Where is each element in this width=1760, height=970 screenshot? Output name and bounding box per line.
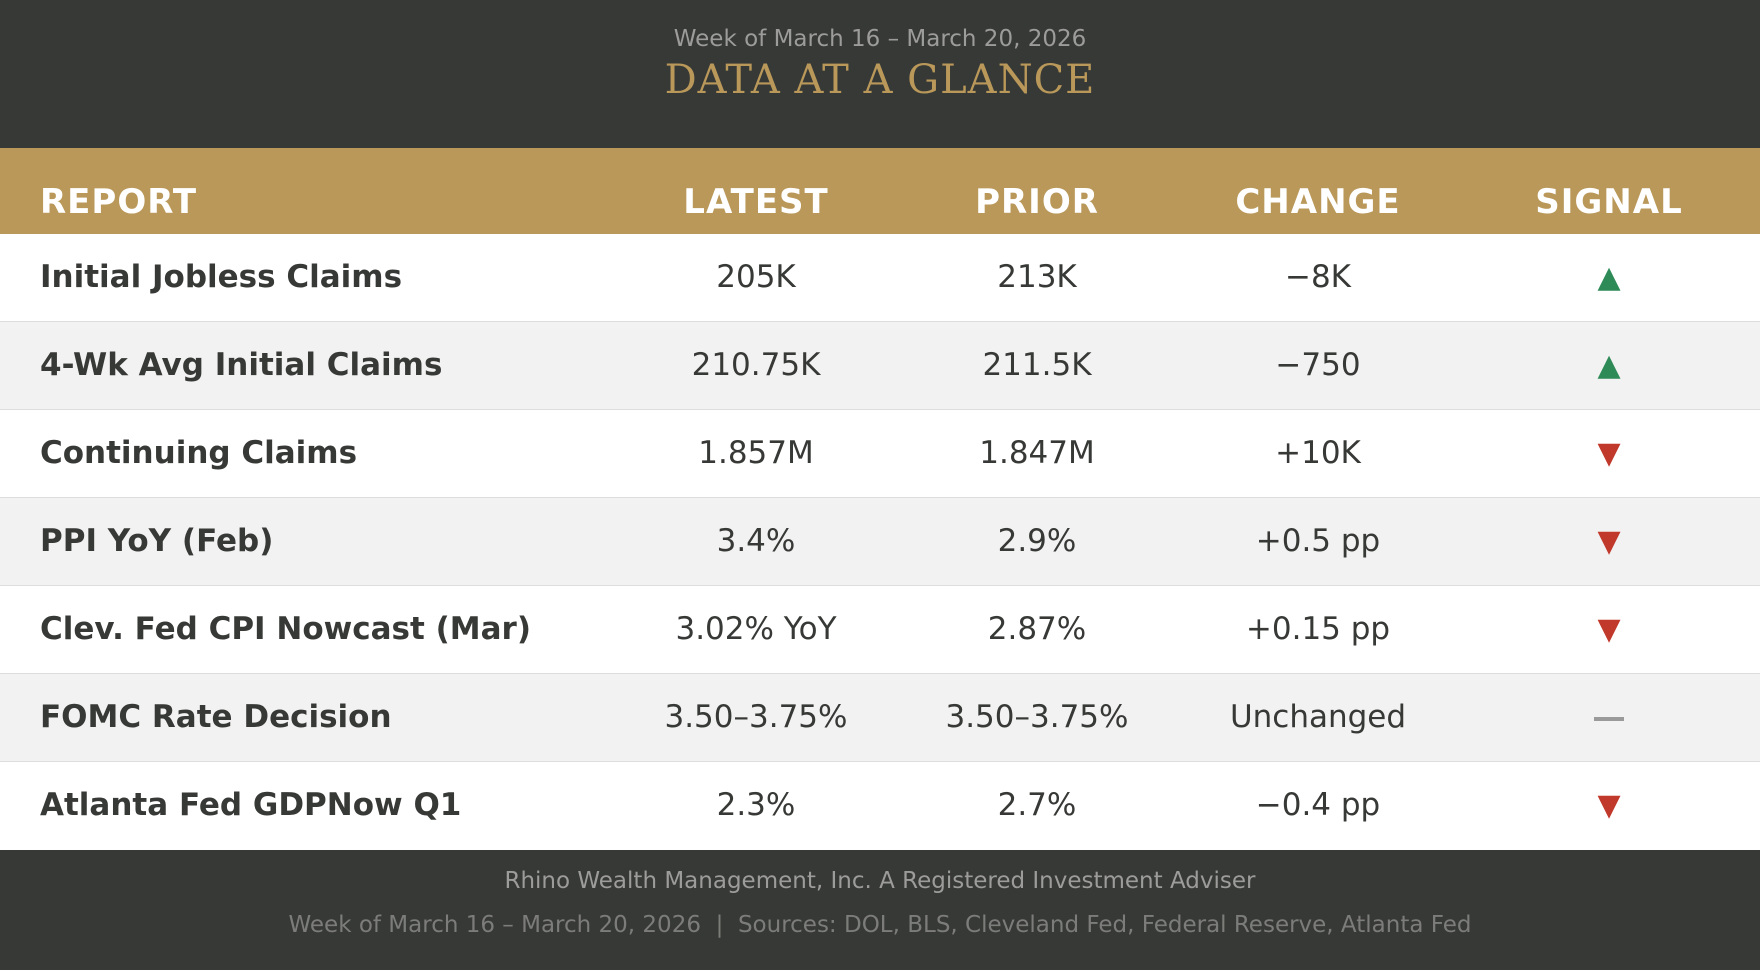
- data-table-body: Initial Jobless Claims 205K 213K −8K ▲ 4…: [0, 234, 1760, 850]
- report-name: FOMC Rate Decision: [40, 699, 392, 735]
- latest-value: 205K: [716, 259, 796, 295]
- latest-value: 1.857M: [698, 435, 814, 471]
- change-value: −750: [1275, 347, 1361, 383]
- table-row: PPI YoY (Feb) 3.4% 2.9% +0.5 pp ▼: [0, 498, 1760, 586]
- report-name: Atlanta Fed GDPNow Q1: [40, 787, 462, 823]
- table-row: 4-Wk Avg Initial Claims 210.75K 211.5K −…: [0, 322, 1760, 410]
- table-row: FOMC Rate Decision 3.50–3.75% 3.50–3.75%…: [0, 674, 1760, 762]
- report-name: Continuing Claims: [40, 435, 358, 471]
- change-value: +10K: [1275, 435, 1361, 471]
- signal-cell: ▲: [1459, 234, 1759, 321]
- prior-value: 2.87%: [987, 611, 1087, 647]
- prior-value: 213K: [997, 259, 1077, 295]
- page-title: DATA AT A GLANCE: [664, 57, 1096, 103]
- latest-value: 3.50–3.75%: [664, 699, 848, 735]
- change-value: Unchanged: [1229, 699, 1407, 735]
- signal-down-icon: ▼: [1597, 436, 1621, 471]
- latest-value: 3.4%: [716, 523, 796, 559]
- signal-cell: ▼: [1459, 410, 1759, 497]
- signal-flat-icon: [1594, 716, 1624, 721]
- signal-down-icon: ▼: [1597, 612, 1621, 647]
- signal-cell: ▼: [1459, 586, 1759, 673]
- table-row: Atlanta Fed GDPNow Q1 2.3% 2.7% −0.4 pp …: [0, 762, 1760, 850]
- change-value: −0.4 pp: [1255, 787, 1381, 823]
- signal-up-icon: ▲: [1597, 260, 1621, 295]
- prior-value: 2.7%: [997, 787, 1077, 823]
- prior-value: 2.9%: [997, 523, 1077, 559]
- table-header-row: REPORT LATEST PRIOR CHANGE SIGNAL: [0, 148, 1760, 234]
- prior-value: 211.5K: [982, 347, 1092, 383]
- table-row: Continuing Claims 1.857M 1.847M +10K ▼: [0, 410, 1760, 498]
- sources-line: Week of March 16 – March 20, 2026 | Sour…: [288, 912, 1472, 938]
- signal-down-icon: ▼: [1597, 524, 1621, 559]
- page-footer: Rhino Wealth Management, Inc. A Register…: [0, 850, 1760, 970]
- report-name: 4-Wk Avg Initial Claims: [40, 347, 443, 383]
- signal-cell: ▲: [1459, 322, 1759, 409]
- column-header-prior: PRIOR: [975, 182, 1099, 222]
- page-header: Week of March 16 – March 20, 2026 DATA A…: [0, 0, 1760, 148]
- report-name: PPI YoY (Feb): [40, 523, 274, 559]
- prior-value: 3.50–3.75%: [945, 699, 1129, 735]
- signal-up-icon: ▲: [1597, 348, 1621, 383]
- column-header-report: REPORT: [40, 182, 198, 222]
- latest-value: 210.75K: [691, 347, 821, 383]
- signal-down-icon: ▼: [1597, 788, 1621, 823]
- prior-value: 1.847M: [979, 435, 1095, 471]
- column-header-signal: SIGNAL: [1535, 182, 1683, 222]
- week-subtitle: Week of March 16 – March 20, 2026: [673, 26, 1087, 52]
- change-value: +0.15 pp: [1245, 611, 1391, 647]
- signal-cell: ▼: [1459, 498, 1759, 585]
- change-value: +0.5 pp: [1255, 523, 1381, 559]
- change-value: −8K: [1284, 259, 1352, 295]
- latest-value: 2.3%: [716, 787, 796, 823]
- signal-cell: ▼: [1459, 762, 1759, 849]
- table-row: Clev. Fed CPI Nowcast (Mar) 3.02% YoY 2.…: [0, 586, 1760, 674]
- signal-cell: [1459, 674, 1759, 761]
- latest-value: 3.02% YoY: [675, 611, 837, 647]
- column-header-latest: LATEST: [683, 182, 829, 222]
- report-name: Clev. Fed CPI Nowcast (Mar): [40, 611, 532, 647]
- column-header-change: CHANGE: [1235, 182, 1401, 222]
- report-name: Initial Jobless Claims: [40, 259, 403, 295]
- table-row: Initial Jobless Claims 205K 213K −8K ▲: [0, 234, 1760, 322]
- firm-disclosure: Rhino Wealth Management, Inc. A Register…: [504, 868, 1256, 894]
